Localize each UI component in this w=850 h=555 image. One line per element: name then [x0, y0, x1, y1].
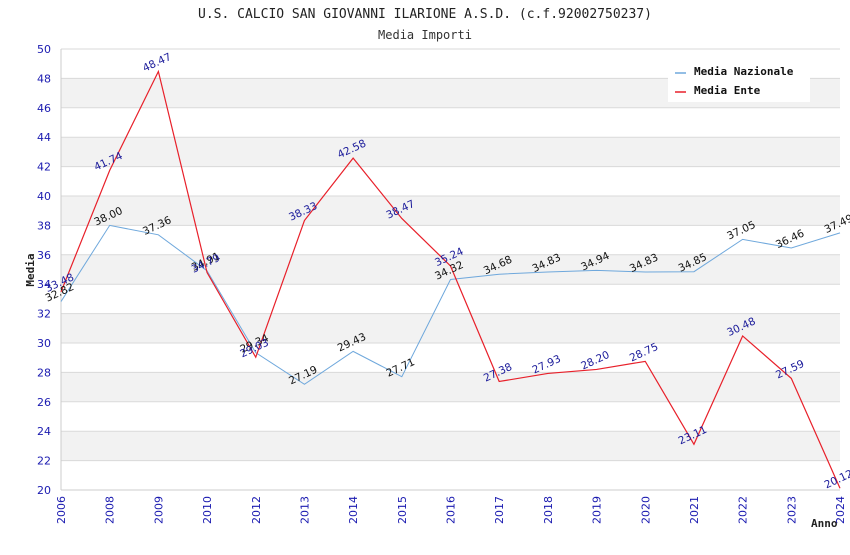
legend-label-nazionale: Media Nazionale	[694, 65, 794, 78]
y-tick-label: 24	[37, 425, 51, 438]
y-tick-label: 20	[37, 484, 51, 497]
y-tick-label: 28	[37, 366, 51, 379]
series-lines	[60, 69, 841, 489]
y-tick-label: 50	[37, 43, 51, 56]
y-tick-labels: 20 22 24 26 28 30 32 34 36 38 40 42 44 46 48 50	[37, 43, 51, 497]
x-axis-label: Anno	[811, 517, 838, 530]
y-tick-label: 22	[37, 455, 51, 468]
x-tick-label: 2023	[785, 496, 798, 524]
plot-band	[61, 284, 840, 314]
y-tick-label: 40	[37, 190, 51, 203]
x-tick-label: 2006	[55, 496, 68, 524]
x-tick-label: 2009	[152, 496, 165, 524]
plot-band	[61, 166, 840, 196]
plot-band	[61, 372, 840, 402]
x-tick-labels: 2006 2008 2009 2010 2012 2013 2014 2015 2016 2017…	[55, 496, 847, 524]
y-axis-label: Media	[24, 253, 37, 286]
x-tick-label: 2017	[493, 496, 506, 524]
chart-subtitle: Media Importi	[378, 28, 472, 42]
axes	[60, 49, 840, 491]
y-tick-label: 34	[37, 278, 51, 291]
plot-band	[61, 196, 840, 226]
y-tick-label: 26	[37, 396, 51, 409]
y-tick-label: 36	[37, 249, 51, 262]
chart-title: U.S. CALCIO SAN GIOVANNI ILARIONE A.S.D.…	[198, 7, 652, 22]
plot-band	[61, 431, 840, 461]
legend-label-ente: Media Ente	[694, 84, 761, 97]
x-tick-label: 2010	[201, 496, 214, 524]
plot-band	[61, 343, 840, 373]
legend: Media Nazionale Media Ente	[668, 60, 810, 102]
y-tick-label: 42	[37, 161, 51, 174]
plot-band	[61, 137, 840, 167]
plot-band	[61, 460, 840, 490]
y-tick-label: 46	[37, 102, 51, 115]
series-line-media-nazionale	[60, 224, 841, 385]
legend-box	[668, 60, 810, 102]
y-tick-label: 38	[37, 219, 51, 232]
x-tick-label: 2021	[688, 496, 701, 524]
x-tick-label: 2024	[834, 496, 847, 524]
x-tick-label: 2018	[542, 496, 555, 524]
y-tick-label: 48	[37, 72, 51, 85]
x-tick-label: 2020	[639, 496, 652, 524]
series-line-media-ente	[60, 69, 841, 489]
x-tick-label: 2015	[396, 496, 409, 524]
plot-band	[61, 401, 840, 432]
x-tick-label: 2022	[737, 496, 750, 524]
plot-band	[61, 225, 840, 255]
y-tick-label: 44	[37, 131, 51, 144]
plot-band	[61, 313, 840, 343]
plot-band	[61, 107, 840, 138]
x-tick-label: 2014	[347, 496, 360, 524]
y-tick-label: 32	[37, 308, 51, 321]
x-tick-label: 2013	[298, 496, 311, 524]
y-tick-label: 30	[37, 337, 51, 350]
x-tick-label: 2019	[591, 496, 604, 524]
x-tick-label: 2012	[250, 496, 263, 524]
x-tick-label: 2016	[445, 496, 458, 524]
x-tick-label: 2008	[104, 496, 117, 524]
